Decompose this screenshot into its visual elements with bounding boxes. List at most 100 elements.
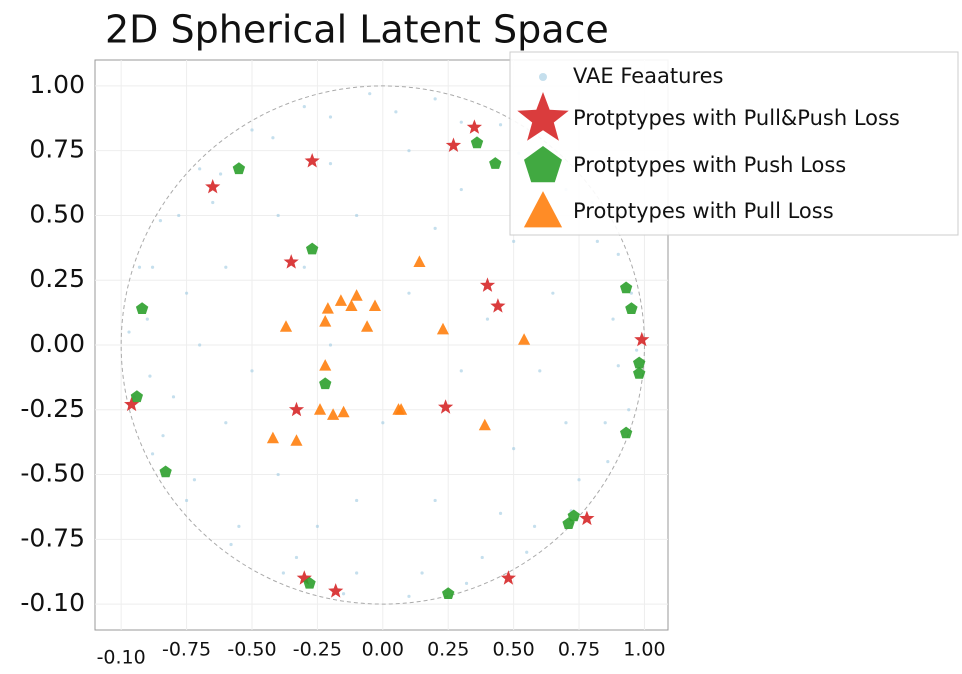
feature-point xyxy=(229,542,233,547)
feature-point xyxy=(271,136,275,140)
pentagon-marker xyxy=(562,517,575,529)
y-tick-label: 0.25 xyxy=(29,264,85,293)
triangle-marker xyxy=(413,255,426,267)
pentagon-marker xyxy=(633,356,646,369)
triangle-marker xyxy=(518,333,531,345)
y-tick-label: 1.00 xyxy=(29,70,85,99)
pentagon-marker xyxy=(159,465,172,478)
feature-point xyxy=(211,200,215,205)
feature-point xyxy=(407,594,411,598)
pentagon-marker xyxy=(633,367,646,379)
feature-point xyxy=(577,478,581,482)
feature-point xyxy=(302,105,306,109)
feature-point xyxy=(171,395,176,399)
feature-point xyxy=(368,92,372,96)
pentagon-marker xyxy=(470,136,484,149)
star-marker xyxy=(296,570,312,585)
feature-point xyxy=(198,343,202,347)
y-tick-label: 0.00 xyxy=(29,329,85,358)
feature-point xyxy=(218,172,223,176)
feature-point xyxy=(538,369,542,373)
feature-point xyxy=(485,317,490,321)
feature-point xyxy=(381,421,385,425)
triangle-marker xyxy=(319,315,332,327)
legend-box xyxy=(509,51,959,236)
triangle-marker xyxy=(350,289,363,301)
pentagon-marker xyxy=(130,390,143,403)
feature-point xyxy=(433,226,437,231)
feature-point xyxy=(137,265,142,269)
star-marker xyxy=(304,153,320,168)
feature-point xyxy=(459,187,463,192)
star-marker xyxy=(634,331,650,347)
feature-point xyxy=(407,291,411,295)
triangle-marker xyxy=(436,322,449,335)
feature-point xyxy=(294,555,299,560)
feature-point xyxy=(611,317,615,321)
feature-point xyxy=(145,317,149,321)
x-tick-label: 0.00 xyxy=(362,639,404,661)
feature-point xyxy=(616,364,620,368)
star-marker xyxy=(500,570,516,585)
triangle-marker xyxy=(279,320,293,332)
feature-point xyxy=(315,524,319,528)
triangle-marker xyxy=(368,299,381,311)
feature-point xyxy=(532,524,537,528)
triangle-marker xyxy=(327,408,340,420)
star-marker xyxy=(205,179,221,194)
pentagon-marker xyxy=(319,377,332,390)
feature-point xyxy=(512,447,516,451)
legend-label: Protptypes with Pull Loss xyxy=(573,199,834,223)
feature-point xyxy=(250,369,254,373)
feature-point xyxy=(539,73,547,81)
triangle-marker xyxy=(321,302,334,314)
legend-label: VAE Feaatures xyxy=(573,64,724,88)
feature-point xyxy=(224,265,228,269)
y-tick-label: 0.75 xyxy=(29,135,85,164)
feature-point xyxy=(433,97,437,101)
y-tick-label: 0.50 xyxy=(29,199,85,228)
pentagon-marker xyxy=(303,576,316,589)
x-tick-label: 0.75 xyxy=(558,639,600,661)
triangle-marker xyxy=(345,299,358,311)
triangle-marker xyxy=(290,434,303,446)
feature-point xyxy=(276,472,280,477)
feature-point xyxy=(564,421,568,425)
triangle-marker xyxy=(319,359,332,371)
feature-point xyxy=(407,149,411,153)
feature-point xyxy=(341,592,346,596)
star-marker xyxy=(579,510,595,526)
feature-point xyxy=(328,115,333,119)
feature-point xyxy=(635,348,639,352)
feature-point xyxy=(603,421,607,425)
feature-point xyxy=(464,581,469,585)
star-marker xyxy=(124,396,140,412)
star-marker xyxy=(490,298,506,313)
star-marker xyxy=(288,401,305,417)
pentagon-marker xyxy=(567,509,580,522)
feature-point xyxy=(150,265,155,269)
x-tick-label: -0.25 xyxy=(293,639,342,661)
legend-label: Protptypes with Push Loss xyxy=(573,153,846,177)
feature-point xyxy=(480,555,484,560)
pentagon-marker xyxy=(232,162,246,175)
feature-point xyxy=(355,498,359,503)
triangle-marker xyxy=(361,320,374,332)
pentagon-marker xyxy=(306,242,319,255)
y-tick-label: -0.75 xyxy=(20,523,85,552)
feature-point xyxy=(459,120,463,124)
pentagon-marker xyxy=(442,587,455,599)
x-tick-label: -0.50 xyxy=(227,639,276,661)
star-marker xyxy=(283,254,299,269)
triangle-marker xyxy=(334,294,347,306)
triangle-marker xyxy=(395,403,408,415)
feature-point xyxy=(192,478,197,482)
feature-point xyxy=(281,571,285,575)
star-marker xyxy=(445,137,462,152)
feature-point xyxy=(355,571,359,575)
feature-point xyxy=(302,265,306,269)
feature-point xyxy=(498,511,503,516)
feature-point xyxy=(512,239,516,243)
x-tick-label: -0.10 xyxy=(97,647,146,669)
feature-point xyxy=(394,110,398,114)
